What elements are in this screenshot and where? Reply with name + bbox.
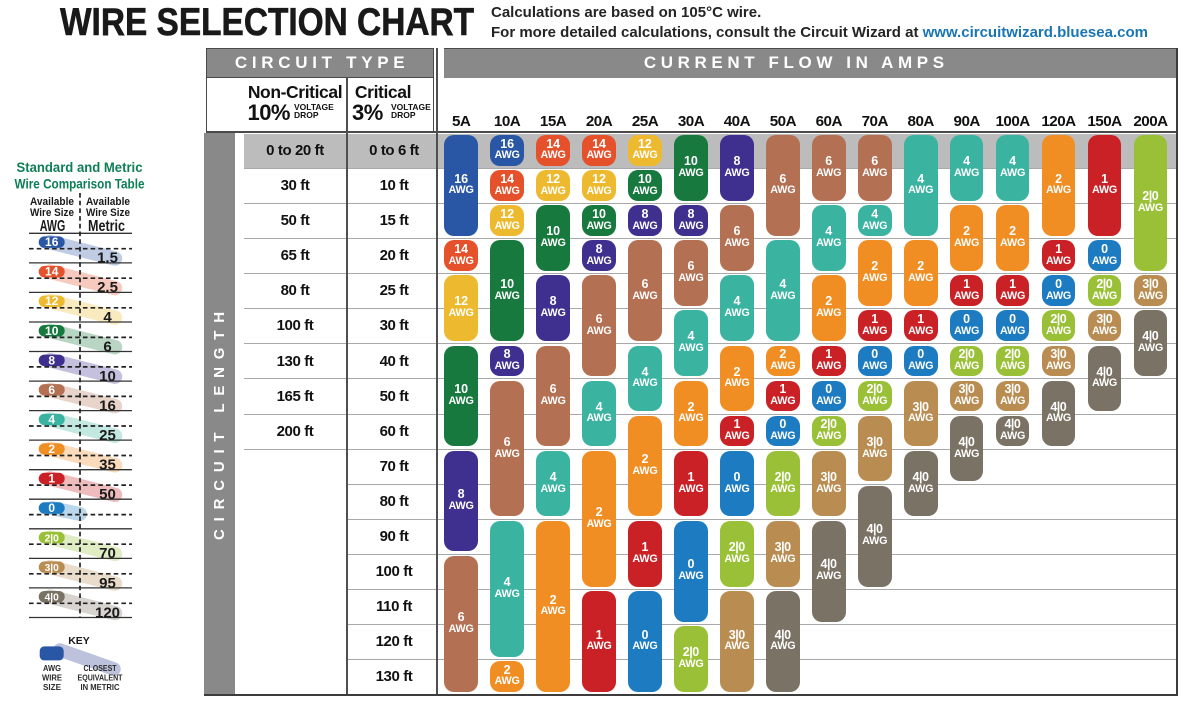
svg-text:Available: Available [30, 196, 74, 208]
svg-text:4: 4 [48, 412, 55, 426]
svg-text:Metric: Metric [88, 218, 125, 235]
svg-text:6: 6 [48, 383, 55, 397]
svg-text:1: 1 [48, 472, 55, 486]
svg-text:CLOSEST: CLOSEST [84, 663, 118, 673]
svg-text:25: 25 [99, 427, 116, 444]
svg-text:2.5: 2.5 [97, 279, 118, 296]
svg-text:6: 6 [103, 338, 111, 355]
svg-text:AWG: AWG [40, 218, 66, 235]
svg-text:AWG: AWG [43, 663, 61, 673]
svg-text:1.5: 1.5 [97, 250, 118, 267]
svg-text:KEY: KEY [68, 635, 90, 647]
svg-text:WIRE: WIRE [42, 673, 62, 683]
svg-text:120: 120 [95, 604, 120, 621]
svg-text:2: 2 [48, 442, 55, 456]
svg-text:4|0: 4|0 [45, 593, 60, 604]
svg-text:16: 16 [45, 235, 59, 249]
svg-text:Wire Comparison Table: Wire Comparison Table [15, 176, 145, 192]
svg-text:Available: Available [86, 196, 130, 208]
svg-text:IN METRIC: IN METRIC [81, 682, 120, 692]
svg-text:10: 10 [45, 324, 59, 338]
svg-text:0: 0 [48, 501, 55, 515]
svg-text:70: 70 [99, 545, 116, 562]
svg-text:3|0: 3|0 [45, 563, 60, 574]
svg-text:35: 35 [99, 457, 116, 474]
svg-text:10: 10 [99, 368, 116, 385]
svg-text:Wire Size: Wire Size [86, 207, 130, 219]
svg-text:95: 95 [99, 575, 116, 592]
svg-text:50: 50 [99, 486, 116, 503]
svg-text:4: 4 [103, 309, 112, 326]
svg-text:12: 12 [45, 294, 59, 308]
svg-text:SIZE: SIZE [43, 682, 61, 692]
svg-text:8: 8 [48, 353, 55, 367]
svg-text:Wire Size: Wire Size [30, 207, 74, 219]
svg-text:2|0: 2|0 [45, 534, 60, 545]
svg-text:Standard and Metric: Standard and Metric [17, 159, 143, 175]
svg-text:EQUIVALENT: EQUIVALENT [78, 673, 124, 683]
svg-text:16: 16 [99, 397, 116, 414]
svg-text:14: 14 [45, 265, 59, 279]
